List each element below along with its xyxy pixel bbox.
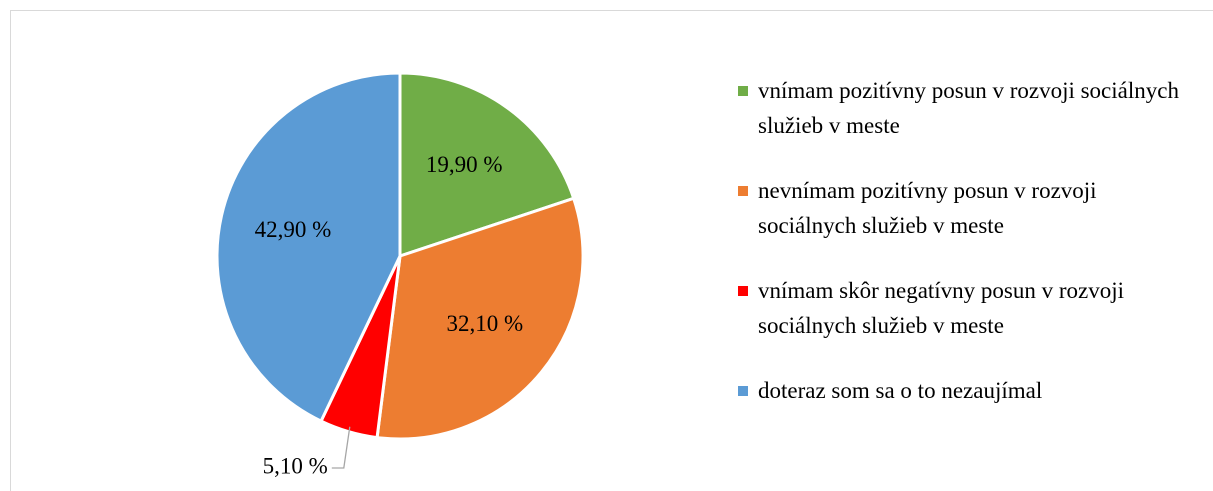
- legend-swatch: [738, 86, 748, 96]
- data-label: 19,90 %: [426, 152, 503, 177]
- chart-border: [10, 10, 1213, 491]
- data-label: 32,10 %: [446, 311, 523, 336]
- legend-label: doteraz som sa o to nezaujímal: [758, 378, 1043, 403]
- legend-label: nevnímam pozitívny posun v rozvoji sociá…: [758, 178, 1097, 238]
- legend-item: nevnímam pozitívny posun v rozvoji sociá…: [738, 173, 1198, 243]
- legend-label: vnímam skôr negatívny posun v rozvoji so…: [758, 278, 1125, 338]
- legend-item: vnímam skôr negatívny posun v rozvoji so…: [738, 273, 1198, 343]
- legend-swatch: [738, 286, 748, 296]
- legend-item: doteraz som sa o to nezaujímal: [738, 373, 1198, 408]
- leader-line: [331, 426, 351, 469]
- legend-label: vnímam pozitívny posun v rozvoji sociáln…: [758, 78, 1179, 138]
- legend: vnímam pozitívny posun v rozvoji sociáln…: [738, 73, 1198, 438]
- pie-slice: [375, 196, 585, 441]
- data-label: 5,10 %: [263, 453, 328, 478]
- legend-item: vnímam pozitívny posun v rozvoji sociáln…: [738, 73, 1198, 143]
- legend-swatch: [738, 186, 748, 196]
- data-label: 42,90 %: [255, 217, 332, 242]
- pie-slice: [215, 71, 402, 424]
- legend-swatch: [738, 386, 748, 396]
- pie-slice: [398, 71, 576, 259]
